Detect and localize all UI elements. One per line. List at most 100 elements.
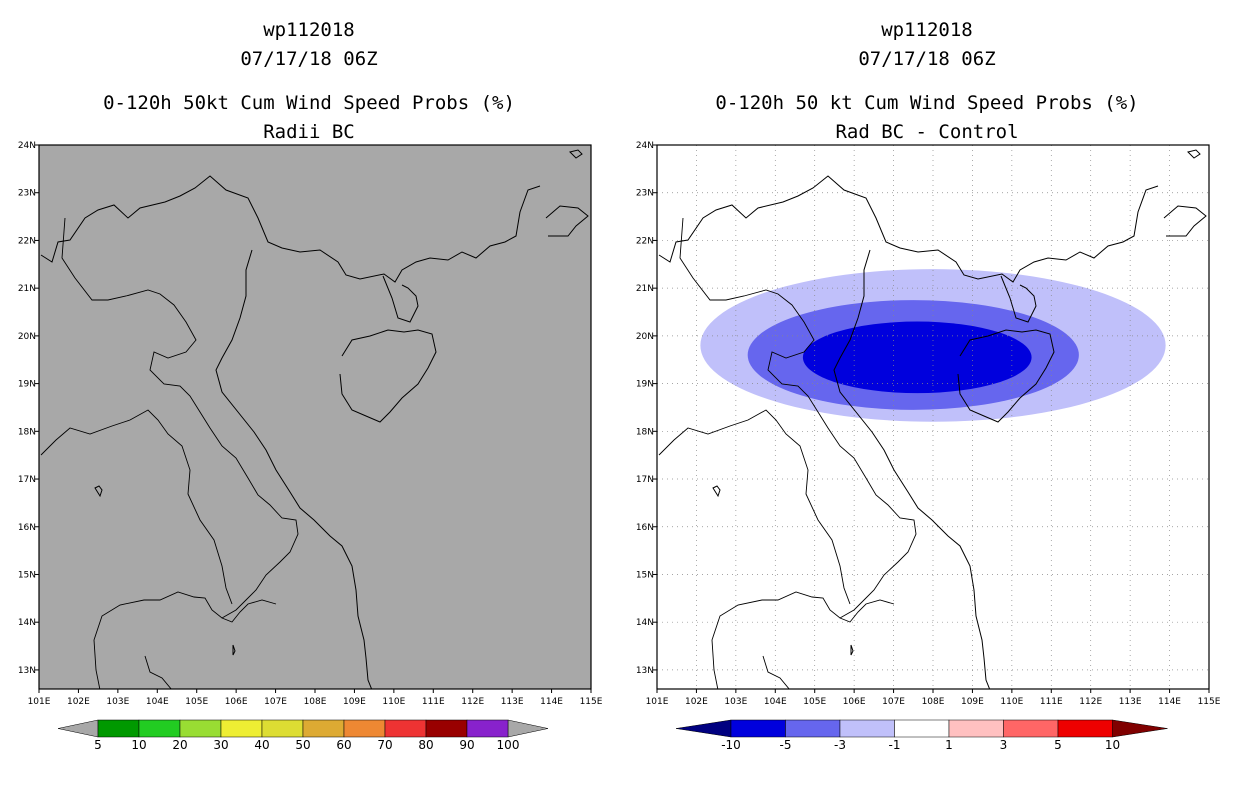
colorbar-end-arrow bbox=[507, 719, 549, 738]
lat-tick-label: 16N bbox=[636, 523, 654, 533]
colorbar-label: -1 bbox=[889, 738, 901, 752]
lon-tick-label: 106E bbox=[225, 697, 248, 707]
colorbar-box bbox=[948, 719, 1004, 738]
lon-tick-label: 106E bbox=[843, 697, 866, 707]
lat-tick-label: 24N bbox=[18, 141, 36, 151]
lat-tick-label: 17N bbox=[636, 475, 654, 485]
lon-tick-label: 111E bbox=[422, 697, 445, 707]
lat-tick-label: 18N bbox=[636, 427, 654, 437]
panel-subtitle: Rad BC - Control bbox=[835, 121, 1019, 143]
coastline bbox=[40, 175, 541, 283]
country-border bbox=[658, 409, 851, 605]
colorbar-label: -5 bbox=[780, 738, 792, 752]
colorbar-box bbox=[138, 719, 181, 738]
lon-tick-label: 112E bbox=[461, 697, 484, 707]
colorbar-box bbox=[384, 719, 427, 738]
lat-tick-label: 14N bbox=[636, 618, 654, 628]
country-border bbox=[144, 655, 172, 689]
lon-tick-label: 113E bbox=[1119, 697, 1142, 707]
lon-tick-label: 109E bbox=[961, 697, 984, 707]
country-border bbox=[839, 599, 895, 623]
lat-tick-label: 22N bbox=[636, 236, 654, 246]
lat-tick-label: 21N bbox=[636, 284, 654, 294]
lon-tick-label: 114E bbox=[540, 697, 563, 707]
coastline bbox=[382, 275, 419, 323]
coastline bbox=[658, 175, 1159, 283]
colorbar-label: 70 bbox=[377, 738, 392, 752]
lat-tick-label: 16N bbox=[18, 523, 36, 533]
country-border bbox=[221, 599, 277, 623]
colorbar-box bbox=[785, 719, 841, 738]
storm-id-label: wp112018 bbox=[881, 19, 973, 41]
colorbar-label: 10 bbox=[131, 738, 146, 752]
lat-tick-label: 15N bbox=[18, 570, 36, 580]
country-border bbox=[40, 409, 233, 605]
map-background bbox=[39, 145, 591, 689]
colorbar-box bbox=[179, 719, 222, 738]
panel-radii-bc: wp112018 07/17/18 06Z 0-120h 50kt Cum Wi… bbox=[18, 19, 603, 752]
map-layer bbox=[657, 145, 1209, 689]
island bbox=[94, 485, 103, 498]
island bbox=[850, 644, 854, 656]
lat-tick-label: 23N bbox=[18, 189, 36, 199]
colorbar-label: 60 bbox=[336, 738, 351, 752]
colorbar-label: 100 bbox=[497, 738, 520, 752]
colorbar-box bbox=[261, 719, 304, 738]
coastline bbox=[339, 329, 437, 423]
lat-tick-label: 15N bbox=[636, 570, 654, 580]
lon-tick-label: 114E bbox=[1158, 697, 1181, 707]
colorbar-box bbox=[1057, 719, 1113, 738]
datetime-label: 07/17/18 06Z bbox=[858, 48, 996, 70]
lat-tick-label: 24N bbox=[636, 141, 654, 151]
country-border bbox=[762, 655, 790, 689]
lon-tick-label: 108E bbox=[922, 697, 945, 707]
lon-tick-label: 109E bbox=[343, 697, 366, 707]
product-title: 0-120h 50kt Cum Wind Speed Probs (%) bbox=[103, 92, 515, 114]
lat-tick-label: 19N bbox=[636, 380, 654, 390]
colorbar-label: -10 bbox=[721, 738, 741, 752]
panel-subtitle: Radii BC bbox=[263, 121, 355, 143]
colorbar-box bbox=[302, 719, 345, 738]
panel-rad-bc-minus-control: wp112018 07/17/18 06Z 0-120h 50 kt Cum W… bbox=[618, 0, 1236, 800]
colorbar-end-arrow bbox=[1112, 719, 1168, 738]
lat-tick-label: 20N bbox=[636, 332, 654, 342]
lon-tick-label: 102E bbox=[685, 697, 708, 707]
colorbar-box bbox=[894, 719, 950, 738]
colorbar-box bbox=[730, 719, 786, 738]
coastline bbox=[1000, 275, 1037, 323]
lon-tick-label: 105E bbox=[185, 697, 208, 707]
colorbar-box bbox=[466, 719, 509, 738]
lon-tick-label: 101E bbox=[28, 697, 51, 707]
datetime-label: 07/17/18 06Z bbox=[240, 48, 378, 70]
colorbar-label: 30 bbox=[213, 738, 228, 752]
colorbar-label: 1 bbox=[945, 738, 953, 752]
colorbar-box bbox=[839, 719, 895, 738]
lat-tick-label: 13N bbox=[636, 666, 654, 676]
difference-map: 101E 102E 103E 104E 105E 106E 107E 108E 109E 110E… bbox=[636, 141, 1221, 752]
lon-tick-label: 113E bbox=[501, 697, 524, 707]
probability-map: 101E 102E 103E 104E 105E 106E 107E 108E 109E 110E… bbox=[18, 141, 603, 752]
lat-tick-label: 19N bbox=[18, 380, 36, 390]
colorbar-label: 50 bbox=[295, 738, 310, 752]
coastline bbox=[833, 249, 991, 689]
lon-tick-label: 102E bbox=[67, 697, 90, 707]
colorbar-label: 90 bbox=[459, 738, 474, 752]
lon-tick-label: 103E bbox=[106, 697, 129, 707]
storm-id-label: wp112018 bbox=[263, 19, 355, 41]
colorbar-label: 20 bbox=[172, 738, 187, 752]
lat-tick-label: 21N bbox=[18, 284, 36, 294]
coastline bbox=[957, 329, 1055, 423]
lon-tick-label: 107E bbox=[882, 697, 905, 707]
lat-tick-label: 22N bbox=[18, 236, 36, 246]
island bbox=[569, 149, 583, 159]
lon-tick-label: 112E bbox=[1079, 697, 1102, 707]
lon-tick-label: 107E bbox=[264, 697, 287, 707]
island bbox=[712, 485, 721, 498]
product-title: 0-120h 50 kt Cum Wind Speed Probs (%) bbox=[715, 92, 1139, 114]
lat-tick-label: 20N bbox=[18, 332, 36, 342]
lon-tick-label: 108E bbox=[304, 697, 327, 707]
lat-tick-label: 23N bbox=[636, 189, 654, 199]
lat-tick-label: 14N bbox=[18, 618, 36, 628]
colorbar-end-arrow bbox=[57, 719, 99, 738]
colorbar-box bbox=[1003, 719, 1059, 738]
